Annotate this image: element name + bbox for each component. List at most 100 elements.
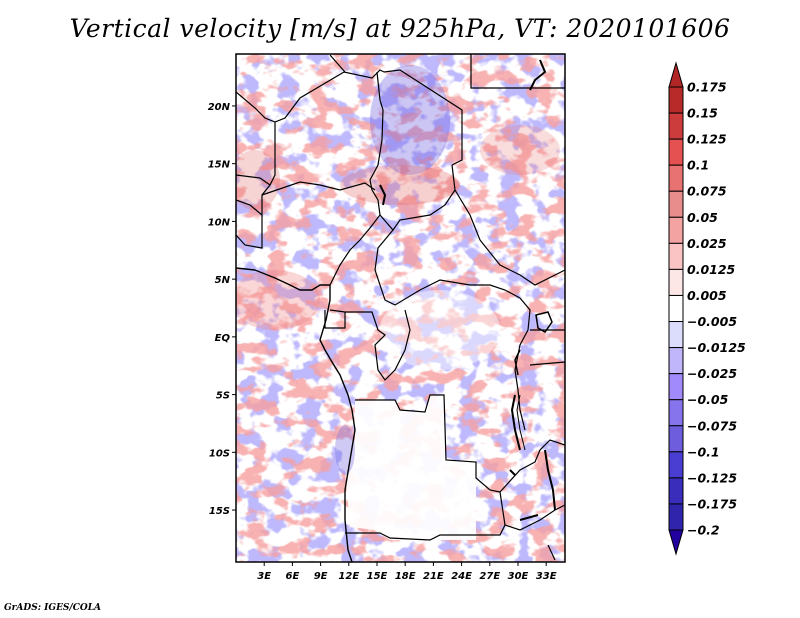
colorbar-bin [668,268,684,296]
lake-tanganyika [510,394,521,451]
colorbar-label: −0.05 [687,392,729,407]
boundary-congo-gabon [329,309,411,381]
lake-kivu [514,349,521,376]
colorbar-bin [668,112,684,140]
x-tick-label: 27E [479,571,500,582]
colorbar-bin [668,347,684,375]
boundary-ghana-burkina [236,215,263,249]
updraft-band-sahel [236,150,280,210]
colorbar-bin [668,190,684,218]
colorbar-bin [668,294,684,323]
colorbar-bin [668,503,684,531]
velocity-field [236,54,565,562]
lake-mweru [509,469,516,476]
x-tick-label: 3E [257,571,271,582]
boundary-sudan-southsudan [454,189,565,286]
colorbar-bin [668,425,684,453]
colorbar-extend-min [668,529,684,556]
boundary-tanzania [529,361,565,366]
boundary-angola-namibia [345,524,506,541]
colorbar-extend-max [668,61,684,88]
country-boundaries [236,54,565,561]
colorbar-label: 0.125 [687,132,727,147]
boundary-niger-nigeria [261,181,376,196]
x-tick-label: 18E [395,571,416,582]
x-tick-label: 15E [367,571,388,582]
colorbar-bin [668,138,684,166]
colorbar-label: 0.175 [687,80,727,95]
y-tick-label: 20N [208,102,231,113]
boundary-algeria-niger [236,69,385,123]
boundary-mozambique [547,544,556,561]
x-tick-label: 9E [314,571,328,582]
colorbar-label: −0.125 [687,470,737,485]
x-axis-ticks: 3E 6E 9E 12E 15E 18E 21E 24E 27E 30E 33E [257,562,557,582]
grads-credit: GrADS: IGES/COLA [4,603,102,613]
coastline-red-sea-lake [529,59,547,91]
x-tick-label: 21E [423,571,444,582]
boundary-nigeria-cameroon [329,189,381,286]
colorbar-label: 0.025 [687,236,727,251]
colorbar-bin [668,477,684,505]
boundary-mali-burkina [236,174,271,186]
x-tick-label: 33E [536,571,557,582]
boundary-car-drc [374,229,521,306]
lake-victoria [535,311,553,333]
colorbar-label: −0.175 [687,496,737,511]
colorbar-bin [668,242,684,270]
y-tick-label: 10S [209,448,230,459]
colorbar-label: 0.075 [687,184,727,199]
boundary-niger-libya [329,54,346,73]
colorbar-label: −0.075 [687,418,737,433]
colorbar-label: 0.1 [687,158,709,173]
boundary-togo-benin [236,199,263,216]
calm-region-congo [380,290,500,370]
lake-kariba [519,514,539,521]
updraft-gulf-guinea [236,270,320,330]
y-tick-label: 5N [215,275,231,286]
calm-region-angola [345,395,476,540]
coastline-west-africa [236,267,356,562]
colorbar: 0.175 0.15 0.125 0.1 0.075 0.05 0.025 0.0125 0.0… [668,61,746,556]
boundary-chad-libya [383,69,463,166]
updraft-band-chad [340,165,460,205]
colorbar-label: 0.005 [687,288,727,303]
colorbar-bin [668,86,684,114]
colorbar-label: 0.0125 [687,262,736,277]
colorbar-label: −0.025 [687,366,737,381]
updraft-sudan [480,125,560,175]
colorbar-label: −0.1 [687,444,720,459]
x-tick-label: 24E [451,571,472,582]
boundary-drc-east [514,297,531,431]
colorbar-bin [668,216,684,244]
lake-malawi [544,449,556,511]
colorbar-bin [668,451,684,479]
boundary-equatorial-guinea [324,310,346,329]
map-frame [235,53,566,563]
coastlines [236,59,556,562]
map-panel: 3E 6E 9E 12E 15E 18E 21E 24E 27E 30E 33E 20N 15N 10N… [208,53,566,582]
lake-chad [379,184,387,206]
y-tick-label: 15S [209,506,230,517]
colorbar-label: −0.2 [687,523,720,538]
colorbar-bin [668,321,684,349]
colorbar-label: 0.15 [687,106,718,121]
y-tick-label: 15N [208,160,231,171]
colorbar-label: −0.005 [687,314,737,329]
y-tick-label: 5S [216,391,230,402]
y-tick-label: EQ [215,333,231,344]
y-tick-label: 10N [208,217,231,228]
x-tick-label: 6E [286,571,300,582]
colorbar-bin [668,373,684,401]
strong-downdraft-region [370,65,450,175]
colorbar-label: −0.0125 [687,340,746,355]
colorbar-label: 0.05 [687,210,718,225]
y-axis-ticks: 20N 15N 10N 5N EQ 5S 10S 15S [208,102,236,517]
boundary-zambia-tanzania [499,439,565,493]
boundary-egypt-sudan [470,54,565,89]
boundary-niger-chad [369,71,384,191]
boundary-angola-drc [355,394,501,493]
x-tick-label: 30E [508,571,529,582]
lake-tanganyika-east [516,394,526,451]
